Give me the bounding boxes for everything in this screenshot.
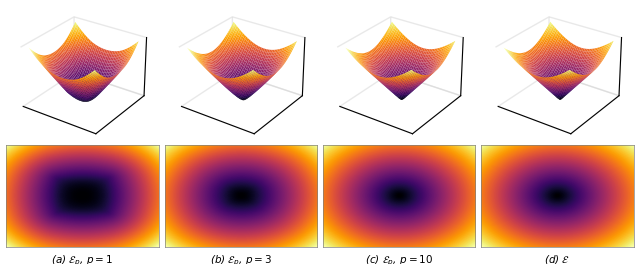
Text: (b) $\mathcal{E}_p$, $p = 3$: (b) $\mathcal{E}_p$, $p = 3$ xyxy=(210,253,272,264)
Text: (c) $\mathcal{E}_p$, $p = 10$: (c) $\mathcal{E}_p$, $p = 10$ xyxy=(365,253,433,264)
Text: (d) $\mathcal{E}$: (d) $\mathcal{E}$ xyxy=(545,253,571,264)
Text: (a) $\mathcal{E}_p$, $p = 1$: (a) $\mathcal{E}_p$, $p = 1$ xyxy=(51,253,113,264)
